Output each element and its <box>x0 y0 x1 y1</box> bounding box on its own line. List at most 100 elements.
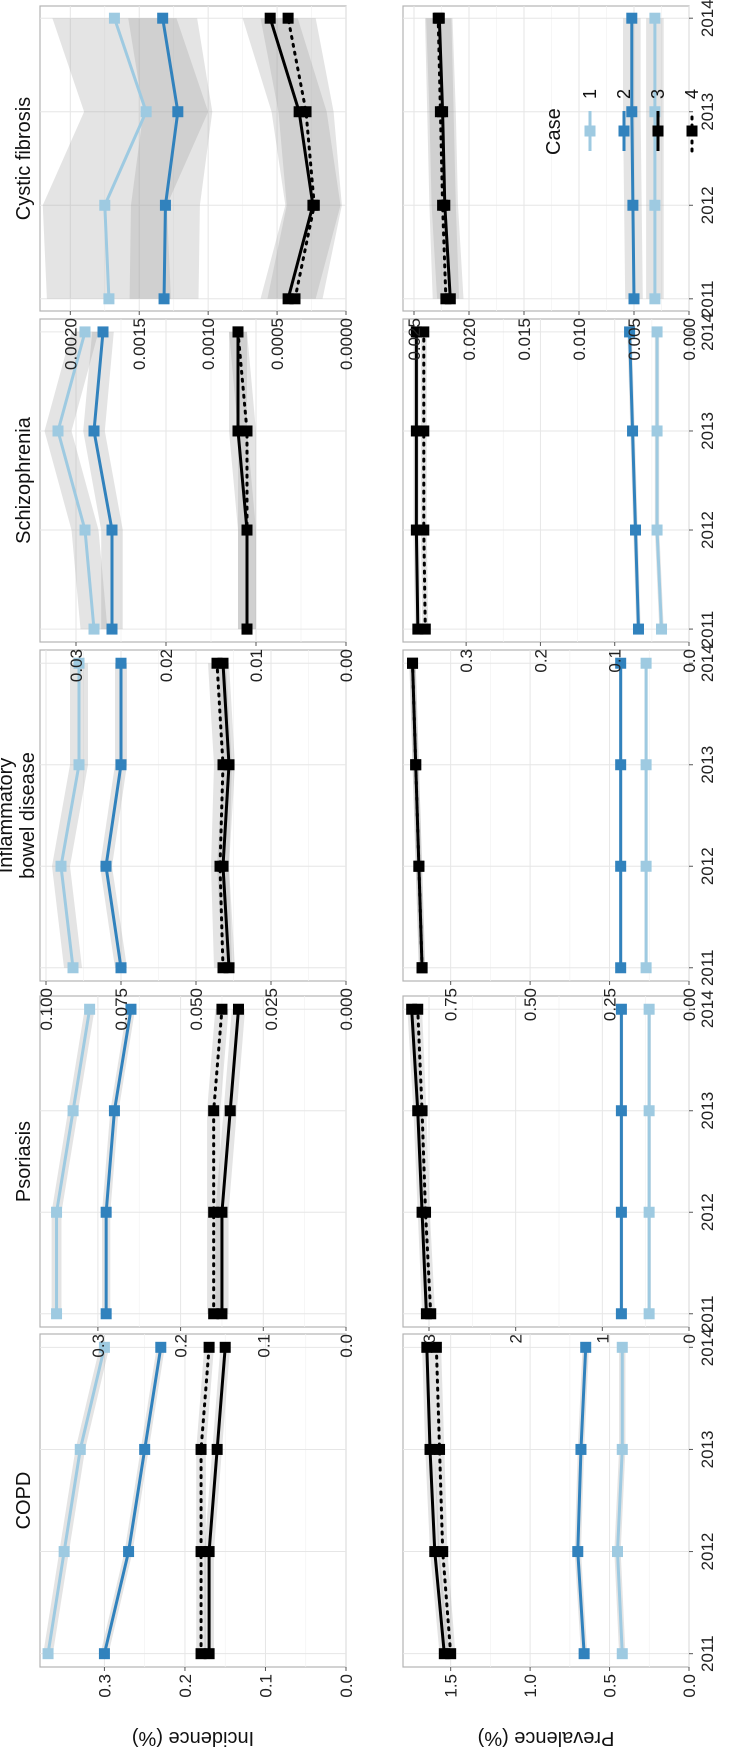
confidence-band-case-2 <box>102 1009 136 1314</box>
y-tick-label: 0.005 <box>625 318 644 361</box>
y-tick-label: 0.050 <box>187 988 206 1031</box>
data-point-case-1-2012 <box>79 524 91 536</box>
data-point-case-1-2013 <box>52 425 64 437</box>
panel-prevalence-1: 0 1 2 3 2011 2012 2013 2014 <box>402 990 717 1343</box>
data-point-case-1-2013 <box>651 425 663 437</box>
y-tick-label: 0.000 <box>337 988 356 1031</box>
y-tick-label: 1.0 <box>521 1674 540 1698</box>
confidence-band-case-4 <box>431 1347 456 1654</box>
data-point-case-2-2011 <box>158 293 170 305</box>
panel-incidence-1: 0.0 0.1 0.2 0.3 <box>39 995 356 1358</box>
y-tick-label: 0.2 <box>531 649 550 673</box>
data-point-case-4-2012 <box>214 860 226 872</box>
legend-marker-case-1 <box>584 125 596 137</box>
data-point-case-2-2013 <box>139 1443 151 1455</box>
data-point-case-4-2012 <box>208 1206 220 1218</box>
series-line-case-1 <box>56 331 96 630</box>
legend-marker-case-3 <box>652 125 664 137</box>
series-line-case-3 <box>410 1009 428 1314</box>
data-point-case-2-2012 <box>106 524 118 536</box>
y-tick-label: 3 <box>420 1334 439 1343</box>
data-point-case-1-2013 <box>73 759 85 771</box>
data-point-case-3-2014 <box>264 12 276 24</box>
panel-prevalence-2: 0.00 0.25 0.50 0.75 2011 2012 2013 2014 <box>402 644 717 1021</box>
data-point-case-2-2011 <box>115 962 127 974</box>
data-point-case-4-2012 <box>437 1546 449 1558</box>
data-point-case-2-2012 <box>100 860 112 872</box>
x-tick-label: 2014 <box>698 313 717 351</box>
data-point-case-2-2013 <box>88 425 100 437</box>
series-line-case-2 <box>102 1347 163 1655</box>
series-line-case-1 <box>46 1346 106 1654</box>
data-point-case-4-2011 <box>440 293 452 305</box>
data-point-case-4-2013 <box>416 1105 428 1117</box>
y-axis-title-incidence: Incidence (%) <box>132 1727 254 1749</box>
data-point-case-2-2014 <box>580 1341 592 1353</box>
y-tick-label: 0.025 <box>262 988 281 1031</box>
data-point-case-2-2014 <box>615 657 627 669</box>
data-point-case-1-2012 <box>649 199 661 211</box>
series-line-case-4 <box>434 1345 453 1656</box>
y-tick-label: 0.015 <box>515 318 534 361</box>
y-tick-label: 0.0 <box>680 1674 699 1698</box>
series-line-case-2 <box>576 1347 588 1654</box>
data-point-case-4-2014 <box>203 1341 215 1353</box>
data-point-case-2-2012 <box>627 199 639 211</box>
confidence-band-case-3 <box>242 18 341 299</box>
data-point-case-1-2013 <box>74 1443 86 1455</box>
data-point-case-1-2014 <box>643 1003 655 1015</box>
panel-incidence-3: 0.00 0.01 0.02 0.03 <box>39 318 356 682</box>
series-line-case-4 <box>416 1007 433 1316</box>
data-point-case-2-2012 <box>615 860 627 872</box>
series-line-case-3 <box>220 1009 240 1314</box>
series-line-case-1 <box>655 331 664 630</box>
data-point-case-3-2012 <box>216 1206 228 1218</box>
data-point-case-2-2011 <box>100 1308 112 1320</box>
y-tick-label: 0.01 <box>247 649 266 682</box>
series-line-case-4 <box>422 330 427 631</box>
series-line-case-4 <box>212 1007 224 1316</box>
confidence-band-case-4 <box>207 1009 229 1314</box>
data-point-case-4-2012 <box>308 199 320 211</box>
data-point-case-4-2013 <box>418 425 430 437</box>
data-point-case-2-2011 <box>578 1648 590 1660</box>
x-tick-label: 2012 <box>698 1533 717 1571</box>
data-point-case-4-2013 <box>300 106 312 118</box>
data-point-case-2-2014 <box>125 1003 137 1015</box>
data-point-case-4-2014 <box>430 1341 442 1353</box>
confidence-band-case-4 <box>260 18 342 299</box>
data-point-case-2-2011 <box>615 1308 627 1320</box>
data-point-case-4-2014 <box>412 1003 424 1015</box>
data-point-case-1-2014 <box>79 326 91 338</box>
data-point-case-4-2013 <box>434 106 446 118</box>
y-tick-label: 0.0000 <box>337 318 356 370</box>
data-point-case-1-2014 <box>98 1341 110 1353</box>
series-line-case-4 <box>236 330 249 631</box>
y-tick-label: 0.025 <box>405 318 424 361</box>
data-point-case-2-2013 <box>627 425 639 437</box>
confidence-band-case-3 <box>204 1347 231 1654</box>
data-point-case-2-2013 <box>575 1443 587 1455</box>
y-tick-label: 0.0015 <box>130 318 149 370</box>
strip-label-3-0: Schizophrenia <box>13 416 35 544</box>
data-point-case-4-2011 <box>289 293 301 305</box>
confidence-band-case-1 <box>44 331 108 630</box>
data-point-case-4-2011 <box>195 1648 207 1660</box>
data-point-case-1-2014 <box>640 657 652 669</box>
data-point-case-4-2012 <box>418 524 430 536</box>
data-point-case-1-2014 <box>649 12 661 24</box>
y-tick-label: 0.5 <box>601 1674 620 1698</box>
data-point-case-1-2011 <box>103 293 115 305</box>
series-line-case-2 <box>628 331 640 630</box>
y-tick-label: 0.00 <box>337 649 356 682</box>
data-point-case-1-2014 <box>616 1341 628 1353</box>
data-point-case-1-2012 <box>55 860 67 872</box>
data-point-case-1-2011 <box>67 962 79 974</box>
data-point-case-2-2013 <box>115 759 127 771</box>
y-tick-label: 0.02 <box>157 649 176 682</box>
series-line-case-1 <box>59 663 81 968</box>
panel-frame <box>402 995 690 1328</box>
series-line-case-4 <box>199 1345 211 1656</box>
y-tick-label: 0.3 <box>457 649 476 673</box>
